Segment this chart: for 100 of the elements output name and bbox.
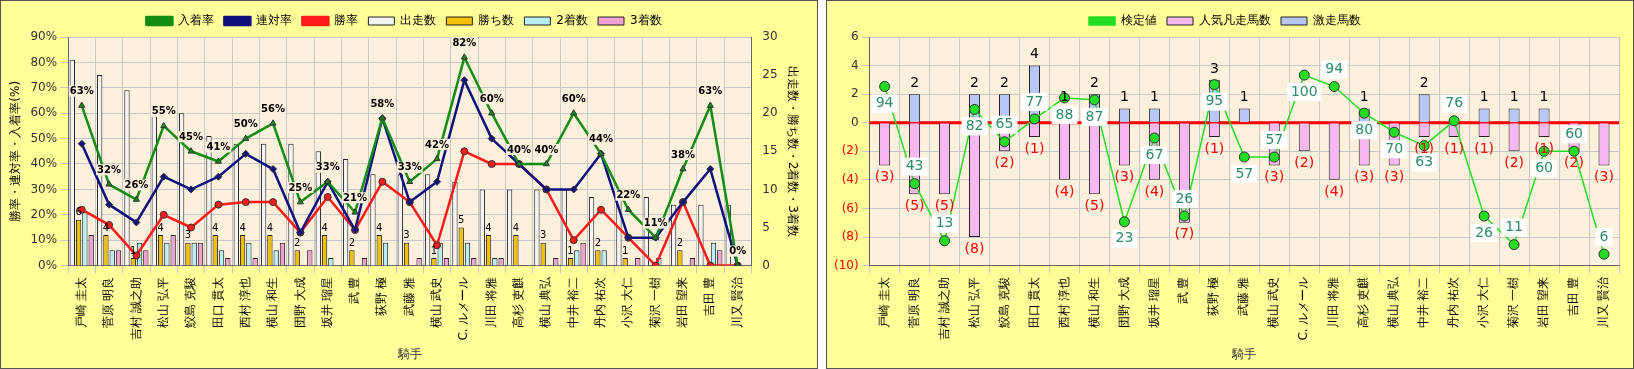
data-label: 2	[294, 236, 301, 248]
x-tick-label: 吉田 豊	[1566, 276, 1581, 317]
y2-tick-label: 30	[762, 29, 778, 44]
x-tick-label: 中井 裕二	[565, 276, 580, 329]
data-label: 60%	[561, 92, 586, 104]
data-label: 56%	[261, 102, 286, 114]
data-label: (3)	[874, 168, 895, 185]
legend-label: 激走馬数	[1313, 13, 1361, 28]
x-axis-title: 騎手	[1231, 346, 1257, 361]
x-tick-label: 岩田 望来	[675, 276, 690, 329]
data-label: 2	[594, 236, 602, 248]
data-label: 2	[676, 236, 684, 248]
data-label: 3	[184, 229, 192, 241]
data-label: 43	[905, 157, 924, 174]
y2-axis-title: 出走数・勝ち数・2着数・3着数	[785, 65, 800, 237]
data-label: 26%	[124, 179, 149, 191]
x-tick-label: 中井 裕二	[1416, 276, 1431, 329]
legend-label: 3着数	[630, 13, 662, 28]
data-label: 95	[1205, 92, 1224, 109]
data-label: 40%	[534, 143, 559, 155]
data-label: 4	[376, 221, 383, 233]
y-tick-label: 30%	[30, 181, 58, 196]
x-tick-label: 横山 典弘	[538, 275, 553, 329]
x-tick-label: 川田 将雅	[483, 276, 498, 329]
y-tick-label: 40%	[30, 156, 58, 171]
data-label: (1)	[1444, 139, 1465, 156]
x-tick-label: 菊沢 一樹	[1506, 276, 1521, 329]
y-tick-label: 0%	[38, 257, 58, 272]
data-label: 3	[403, 229, 410, 241]
data-label: 94	[1325, 60, 1344, 77]
x-tick-label: 横山 和生	[265, 276, 280, 329]
data-label: 1	[1239, 88, 1249, 105]
data-label: 1	[430, 244, 438, 256]
data-label: 2	[348, 236, 356, 248]
x-tick-label: 戸崎 圭太	[876, 276, 891, 329]
x-tick-label: 小沢 大仁	[1476, 276, 1491, 329]
data-label: 1	[1119, 88, 1129, 105]
x-tick-label: 丹内 祐次	[593, 276, 608, 329]
data-label: 1	[622, 244, 629, 256]
data-label: (3)	[1384, 168, 1405, 185]
data-label: 58%	[370, 97, 395, 109]
data-label: (3)	[1354, 168, 1375, 185]
data-label: 2	[1089, 73, 1099, 90]
x-tick-label: 菊沢 一樹	[647, 276, 662, 329]
x-tick-label: 高杉 吏麒	[511, 276, 526, 329]
data-label: 1	[130, 244, 137, 256]
x-tick-label: 坂井 瑠星	[1146, 276, 1161, 330]
data-label: (1)	[1414, 139, 1435, 156]
data-label: 50%	[233, 118, 258, 130]
data-label: 4	[239, 221, 246, 233]
data-label: (5)	[1084, 196, 1105, 213]
x-tick-label: 吉村 誠之助	[936, 276, 951, 341]
data-label: 0%	[729, 245, 747, 257]
y-tick-label: 70%	[30, 79, 58, 94]
x-tick-label: 菅原 明良	[906, 276, 921, 329]
data-label: 2	[1419, 73, 1429, 90]
data-label: 1	[1359, 88, 1369, 105]
x-tick-label: 横山 和生	[1086, 276, 1101, 329]
y-tick-label: (2)	[841, 143, 859, 158]
data-label: 11	[1505, 218, 1523, 235]
y2-tick-label: 10	[762, 181, 778, 196]
data-label: 82%	[452, 36, 477, 48]
legend-label: 勝率	[334, 13, 359, 28]
data-label: 21%	[343, 191, 368, 203]
data-label: (2)	[994, 153, 1015, 170]
data-label: 2	[1000, 73, 1009, 90]
data-label: 41%	[206, 141, 231, 153]
data-label: (2)	[1504, 153, 1525, 170]
data-label: 4	[157, 221, 164, 233]
y2-tick-label: 25	[762, 67, 778, 82]
data-label: 4	[1030, 45, 1040, 62]
x-tick-label: 西村 淳也	[237, 276, 252, 329]
y-tick-label: 2	[850, 86, 859, 101]
data-label: 23	[1115, 229, 1134, 246]
legend-label: 検定値	[1121, 13, 1157, 28]
data-label: 6	[1599, 227, 1609, 244]
data-label: 77	[1025, 92, 1044, 109]
y-tick-label: 4	[850, 57, 859, 72]
data-label: (1)	[1474, 139, 1495, 156]
x-tick-label: 鮫島 克駿	[996, 276, 1011, 329]
x-tick-label: 坂井 瑠星	[319, 276, 334, 330]
data-label: 1	[1060, 88, 1069, 105]
x-tick-label: C. ルメール	[1296, 276, 1311, 341]
y-tick-label: 60%	[30, 105, 58, 120]
data-label: 1	[1479, 88, 1489, 105]
data-label: 44%	[589, 133, 613, 145]
y-tick-label: (4)	[841, 172, 859, 186]
x-tick-label: 松山 弘平	[966, 276, 981, 329]
data-label: (3)	[1114, 168, 1135, 185]
data-label: 22%	[616, 189, 641, 201]
data-label: 1	[1539, 88, 1549, 105]
y-tick-label: 80%	[30, 54, 58, 69]
x-tick-label: 吉田 豊	[702, 276, 717, 317]
data-label: 94	[875, 94, 894, 111]
data-label: 5	[458, 214, 465, 226]
data-label: (8)	[964, 239, 985, 256]
y-tick-label: 90%	[30, 29, 58, 44]
data-label: 4	[321, 221, 328, 233]
data-label: 32%	[97, 163, 122, 175]
x-tick-label: 武藤 雅	[401, 276, 416, 317]
